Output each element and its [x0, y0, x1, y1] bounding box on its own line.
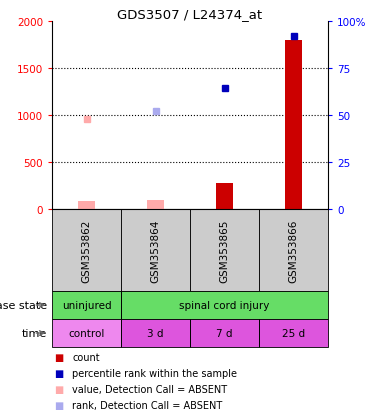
- Bar: [216, 183, 233, 209]
- Text: value, Detection Call = ABSENT: value, Detection Call = ABSENT: [73, 384, 228, 394]
- Text: count: count: [73, 352, 100, 362]
- Bar: [121, 291, 328, 319]
- Title: GDS3507 / L24374_at: GDS3507 / L24374_at: [117, 8, 263, 21]
- Text: GSM353866: GSM353866: [289, 219, 299, 282]
- Text: 3 d: 3 d: [147, 328, 164, 338]
- Text: spinal cord injury: spinal cord injury: [179, 300, 270, 310]
- Bar: [259, 209, 328, 291]
- Text: GSM353862: GSM353862: [81, 219, 91, 282]
- Bar: [190, 209, 259, 291]
- Text: ■: ■: [54, 352, 63, 362]
- Bar: [52, 291, 121, 319]
- Bar: [78, 202, 95, 209]
- Bar: [190, 319, 259, 347]
- Text: control: control: [68, 328, 105, 338]
- Text: ■: ■: [54, 384, 63, 394]
- Bar: [121, 209, 190, 291]
- Text: time: time: [22, 328, 47, 338]
- Bar: [147, 201, 164, 209]
- Text: GSM353864: GSM353864: [151, 219, 161, 282]
- Text: uninjured: uninjured: [62, 300, 111, 310]
- Text: ■: ■: [54, 400, 63, 410]
- Text: percentile rank within the sample: percentile rank within the sample: [73, 368, 237, 378]
- Text: 25 d: 25 d: [282, 328, 305, 338]
- Bar: [285, 41, 302, 209]
- Bar: [259, 319, 328, 347]
- Text: disease state: disease state: [0, 300, 47, 310]
- Bar: [52, 209, 121, 291]
- Text: GSM353865: GSM353865: [219, 219, 229, 282]
- Bar: [121, 319, 190, 347]
- Bar: [52, 319, 121, 347]
- Text: rank, Detection Call = ABSENT: rank, Detection Call = ABSENT: [73, 400, 223, 410]
- Text: ■: ■: [54, 368, 63, 378]
- Text: 7 d: 7 d: [216, 328, 233, 338]
